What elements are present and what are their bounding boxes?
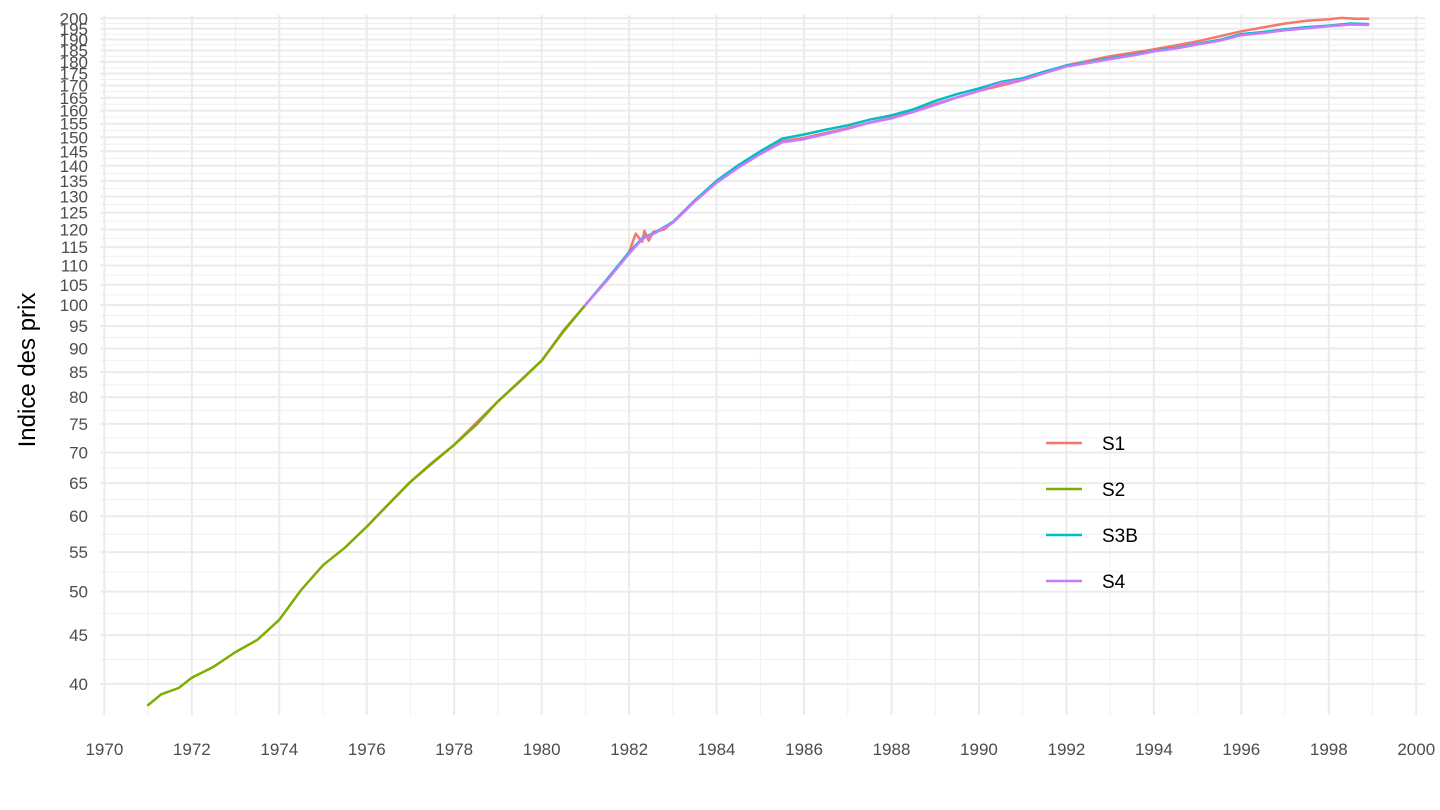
y-axis-title: Indice des prix — [14, 293, 41, 448]
legend-label-s4: S4 — [1102, 572, 1126, 593]
y-tick-label: 145 — [60, 142, 88, 161]
y-tick-label: 140 — [60, 157, 88, 176]
y-tick-label: 100 — [60, 296, 88, 315]
y-tick-label: 95 — [69, 317, 88, 336]
y-tick-label: 135 — [60, 172, 88, 191]
x-tick-label: 1996 — [1222, 740, 1260, 759]
legend-label-s2: S2 — [1102, 480, 1125, 501]
series-lines — [146, 16, 1370, 707]
y-tick-label: 175 — [60, 65, 88, 84]
y-tick-label: 75 — [69, 415, 88, 434]
y-tick-label: 195 — [60, 20, 88, 39]
y-tick-label: 190 — [60, 31, 88, 50]
x-tick-label: 1986 — [785, 740, 823, 759]
major-gridlines — [100, 15, 1425, 715]
y-tick-label: 65 — [69, 474, 88, 493]
x-tick-label: 1992 — [1048, 740, 1086, 759]
x-tick-label: 1980 — [523, 740, 561, 759]
legend-label-s1: S1 — [1102, 434, 1125, 455]
y-tick-label: 70 — [69, 443, 88, 462]
y-tick-label: 60 — [69, 507, 88, 526]
x-tick-label: 1976 — [348, 740, 386, 759]
y-tick-label: 120 — [60, 221, 88, 240]
minor-gridlines — [100, 15, 1425, 715]
y-axis-tick-labels: 4045505560657075808590951001051101151201… — [60, 9, 88, 694]
y-tick-label: 90 — [69, 340, 88, 359]
y-tick-label: 170 — [60, 77, 88, 96]
series-line-s3b — [584, 22, 1370, 307]
x-tick-label: 1990 — [960, 740, 998, 759]
x-tick-label: 2000 — [1397, 740, 1435, 759]
x-tick-label: 1972 — [173, 740, 211, 759]
y-tick-label: 50 — [69, 583, 88, 602]
x-tick-label: 1978 — [435, 740, 473, 759]
y-tick-label: 155 — [60, 115, 88, 134]
series-line-s4 — [584, 23, 1370, 307]
y-tick-label: 200 — [60, 9, 88, 28]
x-tick-label: 1988 — [873, 740, 911, 759]
series-line-s2 — [146, 303, 587, 707]
y-tick-label: 40 — [69, 675, 88, 694]
x-tick-label: 1982 — [610, 740, 648, 759]
y-tick-label: 160 — [60, 102, 88, 121]
x-tick-label: 1994 — [1135, 740, 1173, 759]
y-tick-label: 125 — [60, 204, 88, 223]
y-tick-label: 80 — [69, 388, 88, 407]
y-tick-label: 55 — [69, 543, 88, 562]
series-line-s1 — [365, 16, 1370, 528]
x-tick-label: 1974 — [260, 740, 298, 759]
x-tick-label: 1998 — [1310, 740, 1348, 759]
y-tick-label: 115 — [61, 238, 88, 257]
y-tick-label: 185 — [60, 42, 88, 61]
x-tick-label: 1970 — [85, 740, 123, 759]
y-tick-label: 45 — [69, 626, 88, 645]
legend-label-s3b: S3B — [1102, 526, 1138, 547]
y-tick-label: 105 — [60, 276, 88, 295]
legend: S1 S2 S3B S4 — [1046, 434, 1138, 593]
x-axis-tick-labels: 1970 1972 1974 1976 1978 1980 1982 1984 1986 1988… — [85, 740, 1435, 759]
y-tick-label: 150 — [60, 128, 88, 147]
y-tick-label: 85 — [69, 363, 88, 382]
y-tick-label: 165 — [60, 89, 88, 108]
y-tick-label: 180 — [60, 53, 88, 72]
y-tick-label: 110 — [61, 257, 88, 276]
x-tick-label: 1984 — [698, 740, 736, 759]
y-tick-label: 130 — [60, 187, 88, 206]
